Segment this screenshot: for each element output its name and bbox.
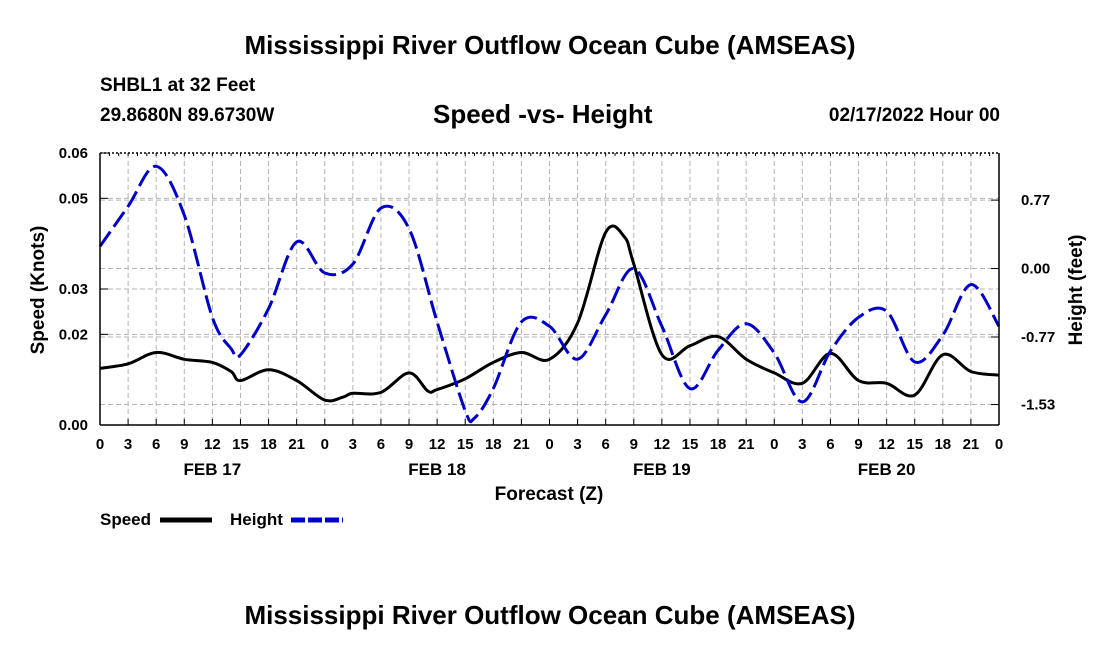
x-tick-label: 9 bbox=[854, 436, 862, 453]
y-axis-label-right: Height (feet) bbox=[1066, 235, 1087, 346]
y-right-tick-label: -0.77 bbox=[1021, 329, 1055, 346]
y-right-tick-label: 0.00 bbox=[1021, 261, 1050, 278]
tick-labels: 0 3 6 9 12 15 18 21 0 3 6 9 12 15 18 21 0 3 6 9 12 15 18 21 0 3 6 9… bbox=[59, 145, 1055, 479]
grid bbox=[100, 153, 999, 425]
day-label: FEB 20 bbox=[858, 460, 916, 479]
page-title-bottom: Mississippi River Outflow Ocean Cube (AM… bbox=[244, 600, 856, 630]
y-left-tick-label: 0.02 bbox=[59, 326, 88, 343]
x-tick-label: 21 bbox=[963, 436, 980, 453]
x-tick-label: 6 bbox=[377, 436, 385, 453]
x-tick-label: 3 bbox=[798, 436, 806, 453]
chart-title: Speed -vs- Height bbox=[433, 99, 653, 129]
x-tick-label: 12 bbox=[654, 436, 671, 453]
x-tick-label: 12 bbox=[429, 436, 446, 453]
x-tick-label: 0 bbox=[321, 436, 329, 453]
x-tick-label: 12 bbox=[204, 436, 221, 453]
x-tick-label: 18 bbox=[710, 436, 727, 453]
x-tick-label: 15 bbox=[232, 436, 249, 453]
series-layer bbox=[98, 164, 1001, 424]
x-tick-label: 21 bbox=[738, 436, 755, 453]
x-tick-label: 21 bbox=[288, 436, 305, 453]
x-tick-label: 3 bbox=[573, 436, 581, 453]
x-tick-label: 9 bbox=[180, 436, 188, 453]
legend-speed-label: Speed bbox=[100, 510, 151, 529]
coordinates-label: 29.8680N 89.6730W bbox=[100, 105, 275, 126]
x-tick-label: 18 bbox=[934, 436, 951, 453]
x-tick-label: 3 bbox=[124, 436, 132, 453]
x-tick-label: 15 bbox=[906, 436, 923, 453]
legend-height-label: Height bbox=[230, 510, 283, 529]
day-label: FEB 18 bbox=[408, 460, 466, 479]
x-tick-label: 21 bbox=[513, 436, 530, 453]
x-tick-label: 12 bbox=[878, 436, 895, 453]
station-label: SHBL1 at 32 Feet bbox=[100, 75, 256, 96]
y-right-tick-label: 0.77 bbox=[1021, 192, 1050, 209]
x-tick-label: 0 bbox=[995, 436, 1003, 453]
x-tick-label: 18 bbox=[485, 436, 502, 453]
y-axis-label-left: Speed (Knots) bbox=[28, 226, 49, 355]
x-tick-label: 6 bbox=[152, 436, 160, 453]
y-left-tick-label: 0.06 bbox=[59, 145, 88, 162]
forecast-date-label: 02/17/2022 Hour 00 bbox=[828, 105, 1000, 126]
x-tick-label: 9 bbox=[630, 436, 638, 453]
page-title: Mississippi River Outflow Ocean Cube (AM… bbox=[244, 30, 856, 60]
x-tick-label: 18 bbox=[260, 436, 277, 453]
day-label: FEB 17 bbox=[184, 460, 242, 479]
series-line-height bbox=[98, 164, 1001, 424]
x-tick-label: 6 bbox=[826, 436, 834, 453]
day-label: FEB 19 bbox=[633, 460, 691, 479]
x-axis-label: Forecast (Z) bbox=[495, 484, 604, 505]
legend: Speed Height bbox=[100, 510, 343, 529]
y-left-tick-label: 0.05 bbox=[59, 190, 88, 207]
x-tick-label: 15 bbox=[457, 436, 474, 453]
x-tick-label: 9 bbox=[405, 436, 413, 453]
axes bbox=[99, 152, 1000, 426]
x-tick-label: 6 bbox=[602, 436, 610, 453]
x-tick-label: 3 bbox=[349, 436, 357, 453]
x-tick-label: 0 bbox=[770, 436, 778, 453]
x-tick-label: 15 bbox=[682, 436, 699, 453]
x-tick-label: 0 bbox=[545, 436, 553, 453]
y-left-tick-label: 0.00 bbox=[59, 417, 88, 434]
y-left-tick-label: 0.03 bbox=[59, 281, 88, 298]
y-right-tick-label: -1.53 bbox=[1021, 397, 1055, 414]
x-tick-label: 0 bbox=[96, 436, 104, 453]
